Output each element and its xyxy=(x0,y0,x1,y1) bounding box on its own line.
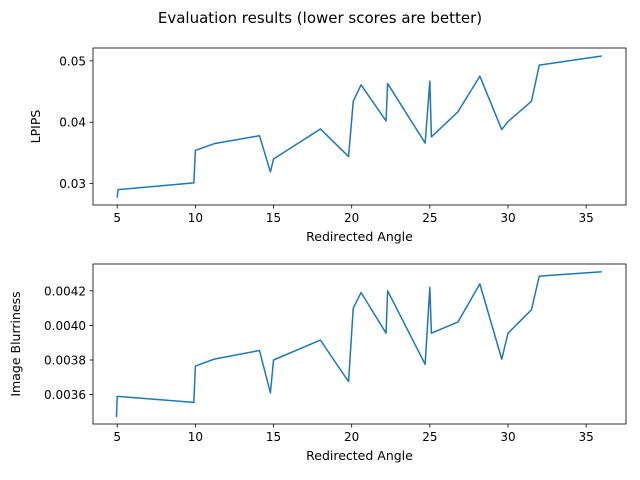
x-tick-label: 25 xyxy=(422,211,437,225)
y-tick-label: 0.0038 xyxy=(44,354,86,368)
y-tick-label: 0.0040 xyxy=(44,319,86,333)
x-tick-label: 15 xyxy=(266,430,281,444)
figure-title: Evaluation results (lower scores are bet… xyxy=(158,9,482,27)
chart-lpips: 5 10 15 20 25 30 35 0.03 0.04 0.05 Redirected Angl… xyxy=(28,47,627,244)
series-line-0 xyxy=(116,55,602,198)
chart-image-blurriness: 5 10 15 20 25 30 35 0.0036 0.0038 0.0040 0.0042 Red… xyxy=(8,263,627,463)
x-tick-label: 30 xyxy=(500,430,515,444)
y-tick-label: 0.0042 xyxy=(44,284,86,298)
x-tick-label: 35 xyxy=(579,211,594,225)
axes-frame xyxy=(92,263,627,425)
y-tick-label: 0.03 xyxy=(59,177,86,191)
x-axis-label: Redirected Angle xyxy=(306,448,413,463)
x-tick-label: 10 xyxy=(188,211,203,225)
y-axis-label: Image Blurriness xyxy=(8,291,23,396)
x-tick-label: 10 xyxy=(188,430,203,444)
axes-frame xyxy=(92,47,627,206)
x-axis-label: Redirected Angle xyxy=(306,229,413,244)
y-tick-label: 0.05 xyxy=(59,54,86,68)
x-tick-label: 20 xyxy=(344,430,359,444)
x-tick-label: 15 xyxy=(266,211,281,225)
x-tick-label: 5 xyxy=(113,211,121,225)
series-line-0 xyxy=(115,271,602,418)
x-tick-label: 20 xyxy=(344,211,359,225)
y-tick-label: 0.0036 xyxy=(44,388,86,402)
y-axis-label: LPIPS xyxy=(28,110,43,144)
x-tick-label: 25 xyxy=(422,430,437,444)
x-tick-label: 5 xyxy=(113,430,121,444)
x-tick-label: 35 xyxy=(579,430,594,444)
x-tick-label: 30 xyxy=(500,211,515,225)
y-tick-label: 0.04 xyxy=(59,116,86,130)
